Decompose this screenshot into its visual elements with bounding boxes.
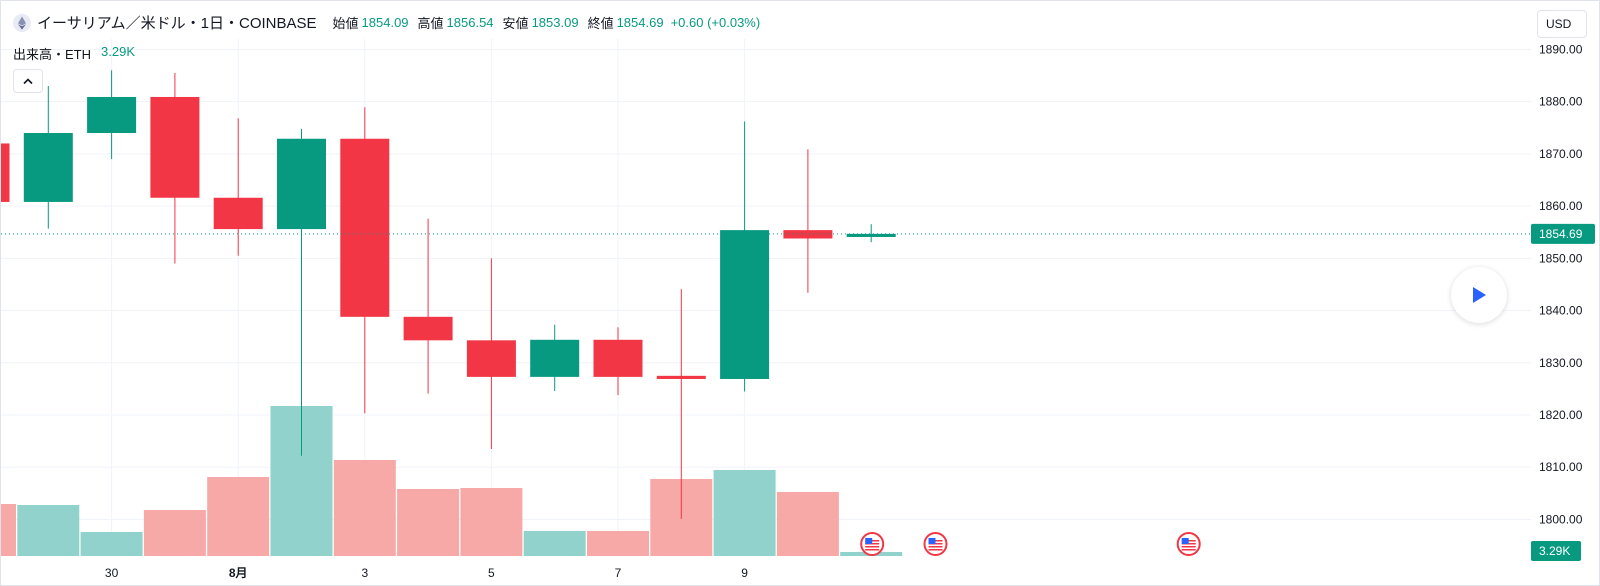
candle-body [87, 96, 137, 133]
volume-bar [397, 489, 460, 556]
flag-canton [928, 538, 936, 544]
y-axis-tick-label: 1880.00 [1539, 95, 1583, 109]
ohlc-values: 始値 1854.09 高値 1856.54 安値 1853.09 終値 1854… [327, 13, 761, 32]
candle-body [23, 133, 73, 202]
flag-stripe [928, 546, 943, 548]
y-axis-tick-label: 1860.00 [1539, 199, 1583, 213]
x-axis-tick-label: 7 [615, 566, 622, 580]
candle-body [720, 230, 770, 379]
candle-body [846, 233, 896, 237]
x-axis-tick-label: 5 [488, 566, 495, 580]
volume-bar [1, 504, 16, 556]
candle-body [783, 230, 833, 239]
candle-body [1, 143, 10, 202]
volume-bar [207, 477, 270, 556]
last-price-tag [1531, 223, 1595, 244]
candle-body [403, 316, 453, 341]
us-flag-event-icon [923, 532, 948, 556]
flag-stripe [1181, 549, 1196, 551]
candle-body [656, 375, 706, 379]
y-axis-tick-label: 1870.00 [1539, 147, 1583, 161]
y-axis-tick-label: 1890.00 [1539, 42, 1583, 56]
flag-canton [865, 538, 873, 544]
flag-stripe [1181, 546, 1196, 548]
collapse-legend-button[interactable] [13, 69, 43, 93]
currency-button[interactable]: USD [1537, 10, 1587, 38]
flag-stripe [928, 549, 943, 551]
high-value: 1856.54 [446, 15, 494, 30]
candle-body [530, 339, 580, 377]
symbol-legend: イーサリアム／米ドル・1日・COINBASE 始値 1854.09 高値 185… [13, 12, 760, 33]
x-axis-tick-label: 30 [105, 566, 119, 580]
y-axis-tick-label: 1800.00 [1539, 512, 1583, 526]
volume-bar [80, 532, 143, 556]
volume-value: 3.29K [101, 44, 135, 59]
low-value: 1853.09 [531, 15, 579, 30]
last-volume-tag [1531, 541, 1581, 561]
y-axis-tick-label: 1840.00 [1539, 304, 1583, 318]
x-axis-tick-label: 8月 [229, 566, 248, 580]
volume-bar [17, 505, 80, 556]
volume-bar [587, 531, 649, 556]
candle-body [277, 138, 326, 230]
open-label: 始値 [332, 16, 359, 31]
y-axis-tick-label: 1830.00 [1539, 356, 1583, 370]
change-value: +0.60 (+0.03%) [670, 15, 761, 30]
play-icon [1473, 287, 1486, 303]
candle-body [150, 96, 200, 198]
y-axis-tick-label: 1810.00 [1539, 460, 1583, 474]
flag-canton [1181, 538, 1189, 544]
volume-bar [333, 460, 396, 556]
chevron-up-icon [23, 78, 33, 85]
ethereum-icon [13, 13, 31, 32]
volume-bar [143, 510, 206, 556]
flag-stripe [865, 549, 880, 551]
y-axis-tick-label: 1850.00 [1539, 251, 1583, 265]
symbol-title[interactable]: イーサリアム／米ドル・1日・COINBASE [37, 15, 317, 32]
volume-bar [776, 492, 839, 556]
candle-body [593, 339, 643, 377]
close-value: 1854.69 [616, 15, 664, 30]
x-axis-tick-label: 3 [361, 566, 368, 580]
open-value: 1854.09 [361, 15, 409, 30]
low-label: 安値 [502, 16, 529, 31]
last-price-label: 1854.69 [1539, 227, 1583, 241]
x-axis-tick-label: 9 [741, 566, 748, 580]
us-flag-event-icon [1176, 532, 1201, 556]
close-label: 終値 [587, 16, 614, 31]
volume-bar [713, 470, 776, 556]
candle-body [466, 340, 516, 377]
volume-label: 出来高・ETH [13, 47, 92, 62]
y-axis-tick-label: 1820.00 [1539, 408, 1583, 422]
us-flag-event-icon [860, 532, 885, 556]
volume-legend: 出来高・ETH 3.29K [13, 44, 135, 63]
candle-body [213, 197, 263, 230]
volume-bar [523, 531, 586, 556]
last-volume-label: 3.29K [1539, 544, 1570, 558]
flag-stripe [865, 546, 880, 548]
replay-play-button[interactable] [1451, 267, 1507, 323]
volume-bar [460, 488, 523, 556]
high-label: 高値 [417, 16, 444, 31]
candle-body [340, 138, 390, 317]
